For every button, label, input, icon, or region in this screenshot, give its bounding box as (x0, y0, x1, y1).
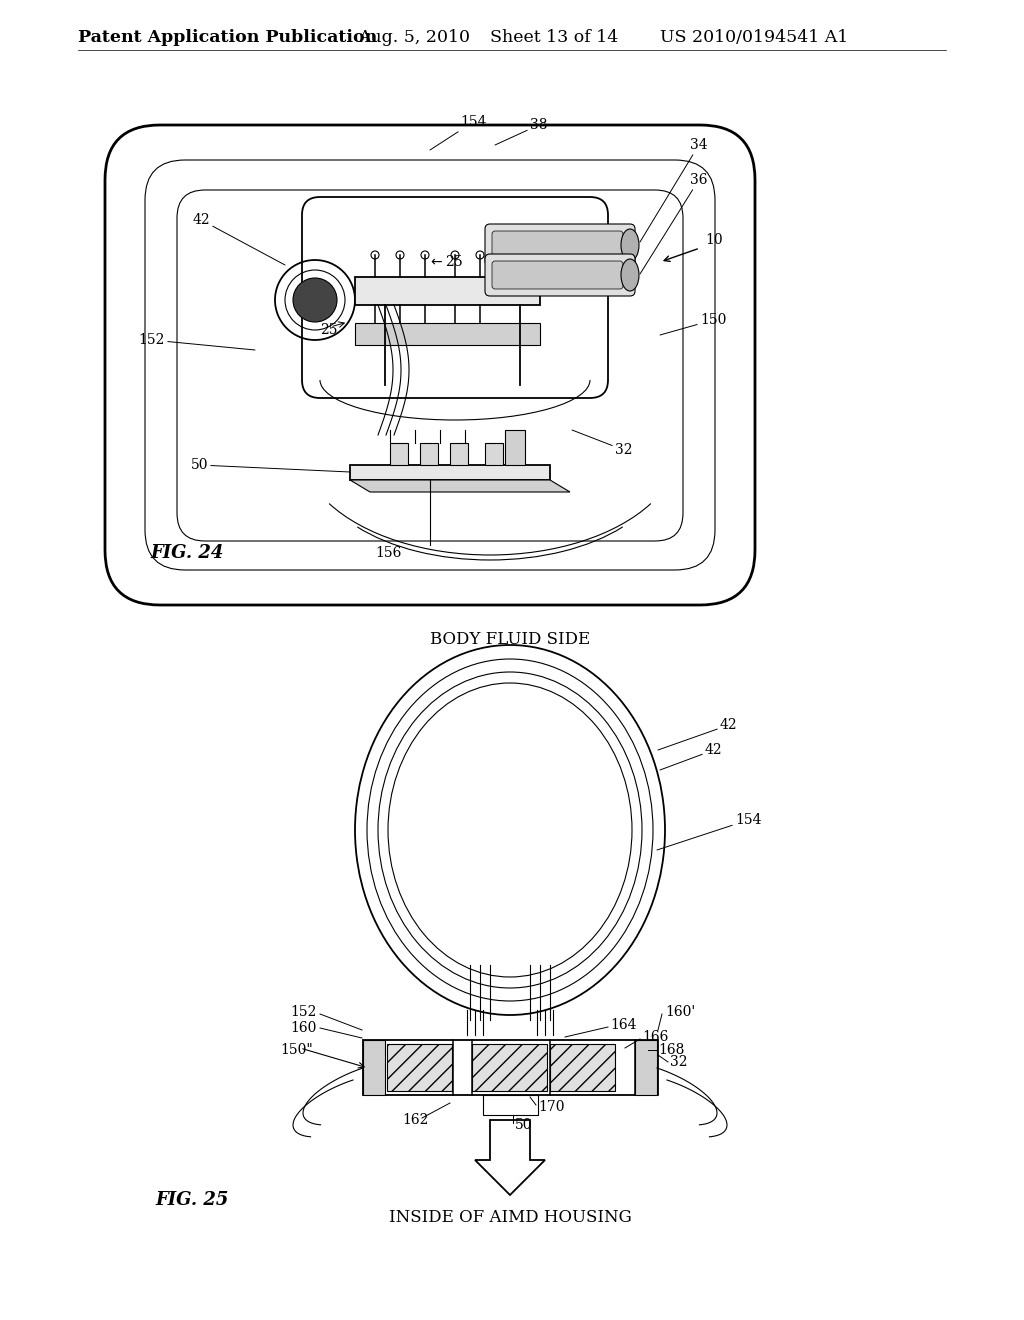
Bar (355, 323, 540, 345)
Text: 42: 42 (193, 213, 285, 265)
Text: 32: 32 (572, 430, 633, 457)
Text: 160': 160' (665, 1005, 695, 1019)
Bar (355, 277, 540, 305)
Text: 34: 34 (640, 139, 708, 242)
Circle shape (293, 279, 337, 322)
Text: Sheet 13 of 14: Sheet 13 of 14 (490, 29, 618, 45)
Text: Patent Application Publication: Patent Application Publication (78, 29, 377, 45)
FancyBboxPatch shape (485, 224, 635, 267)
Text: 152: 152 (290, 1005, 316, 1019)
FancyBboxPatch shape (492, 231, 623, 259)
Text: FIG. 25: FIG. 25 (155, 1191, 228, 1209)
Text: 170: 170 (538, 1100, 564, 1114)
Text: INSIDE OF AIMD HOUSING: INSIDE OF AIMD HOUSING (389, 1209, 632, 1225)
Text: US 2010/0194541 A1: US 2010/0194541 A1 (660, 29, 848, 45)
Polygon shape (350, 480, 570, 492)
FancyBboxPatch shape (485, 253, 635, 296)
Bar (550, 1044, 615, 1092)
Text: 168: 168 (658, 1043, 684, 1057)
Polygon shape (475, 1119, 545, 1195)
Text: Aug. 5, 2010: Aug. 5, 2010 (358, 29, 470, 45)
Text: 10: 10 (705, 234, 723, 247)
Text: 38: 38 (495, 117, 548, 145)
Text: 42: 42 (658, 718, 737, 750)
Text: 160: 160 (290, 1020, 316, 1035)
Text: 42: 42 (660, 743, 723, 770)
Ellipse shape (621, 228, 639, 261)
Bar (483, 1096, 538, 1115)
Text: 150: 150 (660, 313, 726, 335)
Bar (362, 1040, 385, 1096)
Text: 166: 166 (642, 1030, 669, 1044)
FancyBboxPatch shape (350, 465, 550, 480)
Ellipse shape (621, 259, 639, 290)
Text: BODY FLUID SIDE: BODY FLUID SIDE (430, 631, 590, 648)
Text: 32: 32 (670, 1055, 687, 1069)
Text: 36: 36 (640, 173, 708, 275)
Text: FIG. 24: FIG. 24 (150, 544, 223, 562)
Text: 156: 156 (375, 546, 401, 560)
Text: 150": 150" (280, 1043, 312, 1057)
Bar (505, 430, 525, 465)
Text: 152: 152 (138, 333, 255, 350)
Text: 50: 50 (515, 1118, 532, 1133)
Bar (472, 1044, 547, 1092)
Bar (635, 1040, 657, 1096)
Bar (450, 444, 468, 465)
Text: 164: 164 (610, 1018, 637, 1032)
Bar (387, 1044, 452, 1092)
Text: 162: 162 (402, 1113, 428, 1127)
Bar (485, 444, 503, 465)
Text: 154: 154 (657, 813, 762, 850)
Bar (362, 1040, 658, 1096)
Bar (390, 444, 408, 465)
FancyBboxPatch shape (492, 261, 623, 289)
Text: 154: 154 (430, 115, 486, 150)
Text: 25: 25 (319, 323, 338, 337)
Text: $\leftarrow$25: $\leftarrow$25 (428, 255, 464, 269)
Text: 50: 50 (190, 458, 350, 473)
Bar (420, 444, 438, 465)
